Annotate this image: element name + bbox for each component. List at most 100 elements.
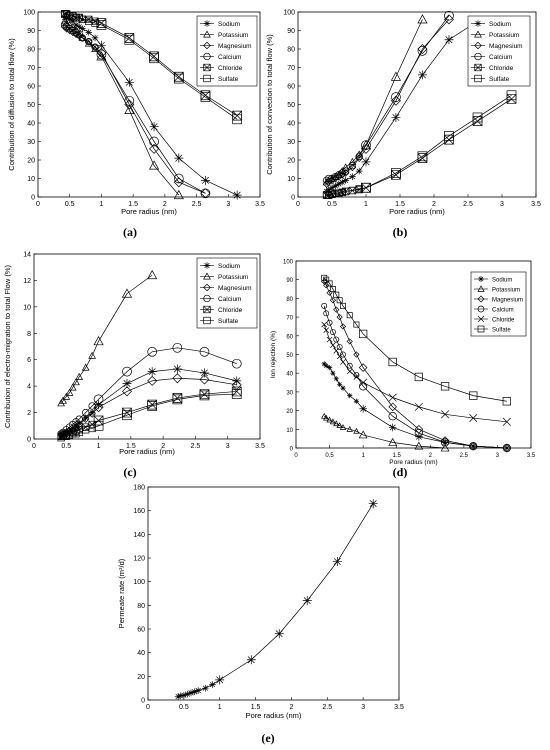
y-tick-label: 40 xyxy=(287,121,295,128)
data-point xyxy=(347,393,353,399)
data-point xyxy=(57,434,65,442)
data-point xyxy=(122,407,132,418)
plot-frame xyxy=(33,253,261,440)
series-line xyxy=(323,305,507,449)
legend: Sodium Potassium Magnesium Calcium Chloride S… xyxy=(196,15,258,87)
y-tick-label: 60 xyxy=(287,84,295,91)
y-tick-label: 100 xyxy=(283,10,295,17)
series-sulfate xyxy=(322,90,517,199)
data-point xyxy=(326,319,333,326)
x-tick-label: 2.5 xyxy=(192,201,202,208)
data-point xyxy=(72,30,80,38)
x-tick-label: 2 xyxy=(429,453,433,459)
data-point xyxy=(93,415,104,426)
panel-label: (a) xyxy=(123,225,137,239)
legend-marker xyxy=(203,52,211,61)
legend-label: Magnesium xyxy=(218,43,252,50)
y-tick-label: 70 xyxy=(286,316,293,322)
panel-e: 0 0.5 1 1.5 2 2.5 3 3.5 0 20 40 60 80 100 120 140 160 180… xyxy=(117,485,404,746)
x-tick-label: 3.5 xyxy=(255,201,265,208)
data-point xyxy=(173,189,184,200)
data-point xyxy=(323,276,330,283)
y-tick-label: 0 xyxy=(291,195,295,202)
y-tick-label: 10 xyxy=(286,428,293,434)
data-point xyxy=(173,173,184,184)
data-point xyxy=(72,378,80,386)
data-point xyxy=(361,143,371,154)
data-point xyxy=(336,297,343,304)
data-point xyxy=(353,427,360,434)
data-point xyxy=(88,409,96,416)
legend-marker xyxy=(203,283,211,292)
data-point xyxy=(96,49,107,60)
y-tick-label: 60 xyxy=(137,627,145,634)
data-point xyxy=(353,321,360,328)
legend-marker xyxy=(474,30,482,38)
data-point xyxy=(200,175,210,185)
series-line xyxy=(323,277,507,402)
data-point xyxy=(358,363,368,372)
x-tick-label: 0.5 xyxy=(65,201,75,208)
y-tick-label: 6 xyxy=(27,357,31,364)
data-point xyxy=(232,110,243,121)
data-point xyxy=(68,383,77,391)
y-axis-label: Contribution of diffusion to total flow … xyxy=(7,38,16,171)
x-tick-label: 2 xyxy=(163,201,167,208)
y-tick-label: 120 xyxy=(133,556,145,563)
data-point xyxy=(215,675,225,685)
data-point xyxy=(341,169,350,177)
data-point xyxy=(472,116,483,126)
data-point xyxy=(361,157,371,167)
x-tick-label: 1.5 xyxy=(251,704,261,711)
series-calcium xyxy=(322,10,454,185)
y-tick-label: 90 xyxy=(286,278,293,284)
x-axis-label: Pore radius (nm) xyxy=(246,711,302,720)
data-point xyxy=(202,684,209,692)
panel-label: (d) xyxy=(393,465,408,479)
y-tick-label: 20 xyxy=(137,674,145,681)
x-tick-label: 1 xyxy=(218,704,222,711)
x-tick-label: 2 xyxy=(289,704,293,711)
data-point xyxy=(361,182,371,193)
y-axis-label: Contribution of electro-migration to tot… xyxy=(3,265,12,428)
data-point xyxy=(174,693,182,700)
legend-label: Calcium xyxy=(218,296,241,303)
y-tick-label: 100 xyxy=(133,579,145,586)
x-tick-label: 3.5 xyxy=(527,453,536,459)
data-point xyxy=(502,397,511,406)
data-point xyxy=(388,423,397,432)
data-point xyxy=(338,178,346,186)
y-tick-label: 80 xyxy=(137,603,145,610)
legend-label: Sulfate xyxy=(492,327,511,333)
data-point xyxy=(346,368,353,375)
data-point xyxy=(417,151,428,162)
data-point xyxy=(440,438,450,447)
series-line xyxy=(326,19,423,183)
x-tick-label: 3.5 xyxy=(255,443,265,450)
data-point xyxy=(88,410,96,418)
legend-marker xyxy=(203,74,211,83)
legend-marker xyxy=(474,41,482,50)
data-point xyxy=(355,154,363,162)
legend: Sodium Potassium Magnesium Calcium Chloride S… xyxy=(470,271,527,337)
data-point xyxy=(124,77,134,87)
data-point xyxy=(340,302,346,309)
data-point xyxy=(503,444,511,452)
series-line xyxy=(64,20,180,196)
data-point xyxy=(321,321,328,328)
data-point xyxy=(172,364,182,374)
data-point xyxy=(472,112,483,123)
data-point xyxy=(443,14,454,25)
data-point xyxy=(82,408,90,417)
data-point xyxy=(325,186,332,193)
x-tick-label: 0.5 xyxy=(327,201,337,208)
y-tick-label: 50 xyxy=(27,102,35,109)
data-point xyxy=(172,373,183,384)
data-point xyxy=(78,34,87,42)
x-tick-label: 1.5 xyxy=(393,453,402,459)
data-point xyxy=(444,35,454,45)
data-point xyxy=(323,327,330,334)
legend-label: Sulfate xyxy=(489,76,510,83)
series-potassium xyxy=(322,14,428,186)
data-point xyxy=(88,351,97,359)
